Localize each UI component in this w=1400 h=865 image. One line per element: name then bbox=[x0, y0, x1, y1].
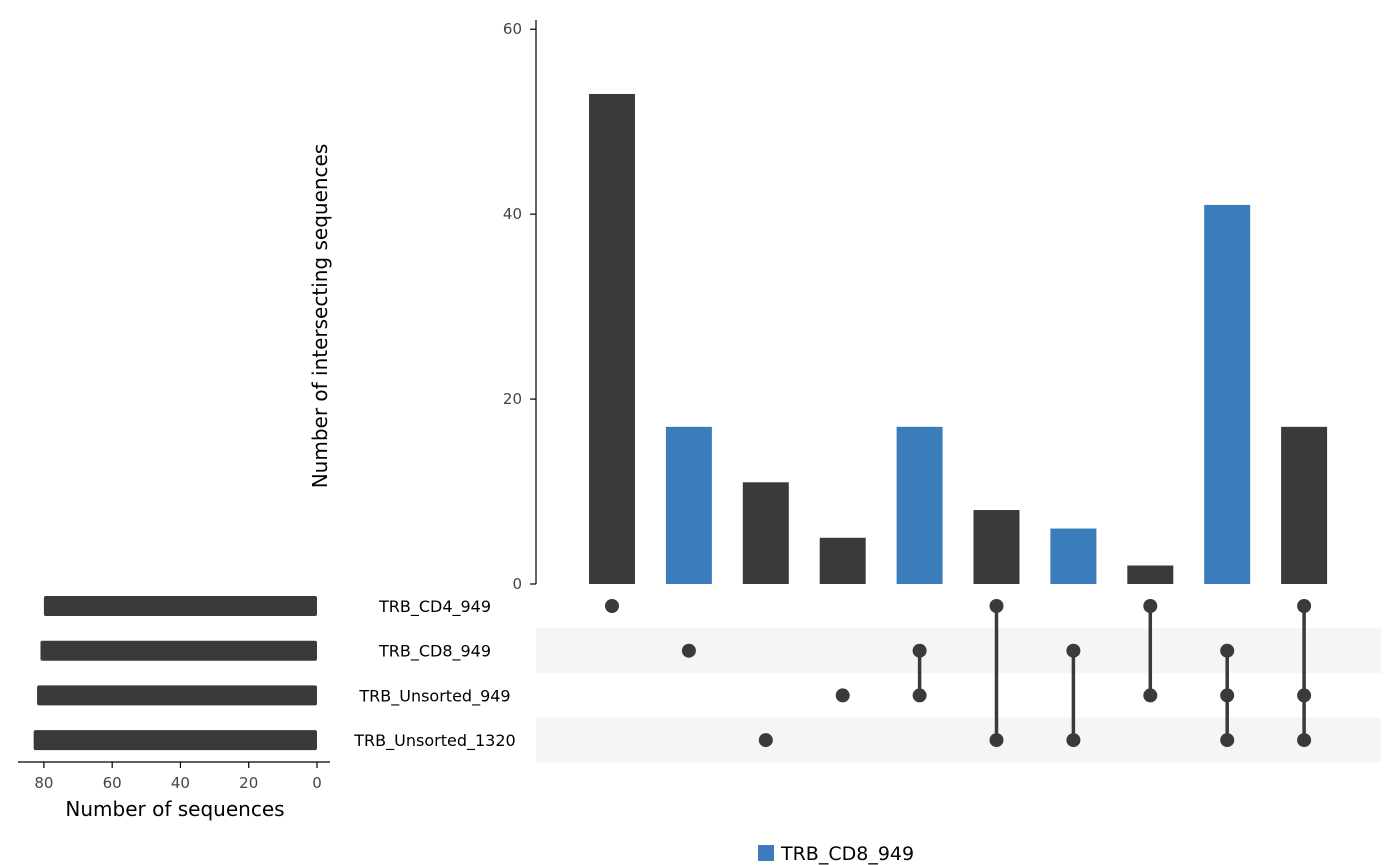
set-label: TRB_CD4_949 bbox=[378, 597, 491, 617]
matrix-dot bbox=[1297, 733, 1312, 748]
matrix-row-stripe bbox=[536, 628, 1381, 674]
intersection-bars bbox=[589, 93, 1328, 584]
set-label: TRB_CD8_949 bbox=[378, 642, 491, 662]
intersection-bar bbox=[1204, 204, 1251, 584]
intersection-bar bbox=[896, 426, 943, 584]
set-size-bar bbox=[33, 730, 317, 751]
intersection-bar bbox=[665, 426, 712, 584]
matrix-dot bbox=[758, 733, 773, 748]
matrix-dot bbox=[1066, 643, 1081, 658]
intersection-bar bbox=[589, 93, 635, 584]
intersection-bar bbox=[819, 537, 866, 584]
matrix-dot bbox=[1143, 688, 1158, 703]
matrix-row-stripe bbox=[536, 717, 1381, 763]
matrix-dot bbox=[1066, 733, 1081, 748]
matrix-dot bbox=[1220, 733, 1235, 748]
legend-label: TRB_CD8_949 bbox=[780, 843, 914, 865]
legend: TRB_CD8_949 bbox=[758, 843, 914, 865]
x-tick-label: 40 bbox=[171, 774, 190, 792]
legend-swatch bbox=[758, 845, 774, 861]
x-tick-label: 80 bbox=[34, 774, 53, 792]
matrix-dot bbox=[1297, 599, 1312, 613]
matrix-dot bbox=[989, 733, 1004, 748]
set-size-axis: 80 60 40 20 0 bbox=[18, 761, 330, 792]
set-size-bar bbox=[40, 640, 317, 661]
set-labels: TRB_CD4_949 TRB_CD8_949 TRB_Unsorted_949 TR… bbox=[353, 597, 515, 751]
x-tick-label: 0 bbox=[312, 774, 322, 792]
matrix-dot bbox=[1220, 688, 1235, 703]
set-label: TRB_Unsorted_949 bbox=[358, 686, 510, 706]
y-tick-label: 0 bbox=[512, 575, 522, 593]
y-axis-title: Number of intersecting sequences bbox=[308, 144, 332, 489]
matrix-dot bbox=[989, 599, 1004, 613]
matrix-dot bbox=[912, 643, 927, 658]
y-tick-label: 20 bbox=[503, 390, 522, 408]
intersection-axis: 0 20 40 60 bbox=[503, 20, 537, 593]
intersection-bar bbox=[973, 510, 1020, 584]
matrix-row-stripes bbox=[536, 628, 1381, 763]
set-label: TRB_Unsorted_1320 bbox=[353, 731, 515, 751]
y-tick-label: 60 bbox=[503, 20, 522, 38]
intersection-matrix bbox=[605, 599, 1312, 748]
set-size-bars bbox=[33, 596, 318, 751]
intersection-bar bbox=[1281, 426, 1328, 584]
matrix-dot bbox=[835, 688, 850, 703]
x-axis-title: Number of sequences bbox=[65, 797, 284, 821]
x-tick-label: 60 bbox=[103, 774, 122, 792]
y-tick-label: 40 bbox=[503, 205, 522, 223]
set-size-bar bbox=[43, 596, 318, 616]
intersection-bar bbox=[1050, 528, 1097, 584]
matrix-dot bbox=[1220, 643, 1235, 658]
matrix-dot bbox=[912, 688, 927, 703]
intersection-bar bbox=[742, 482, 789, 584]
x-tick-label: 20 bbox=[239, 774, 258, 792]
intersection-bar bbox=[1127, 565, 1174, 584]
matrix-dot bbox=[605, 599, 619, 613]
matrix-dot bbox=[681, 643, 696, 658]
matrix-dot bbox=[1297, 688, 1312, 703]
matrix-dot bbox=[1143, 599, 1158, 613]
set-size-bar bbox=[37, 685, 317, 706]
